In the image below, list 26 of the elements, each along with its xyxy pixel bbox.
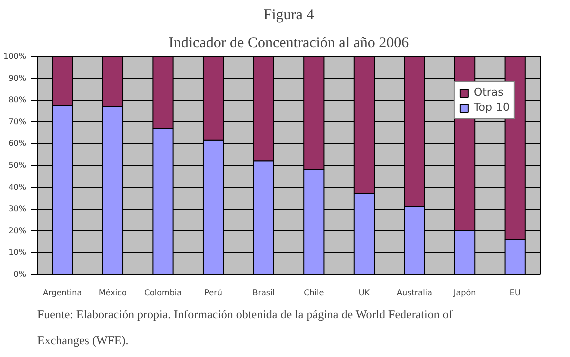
legend-label: Otras — [474, 86, 504, 99]
y-tick-label: 80% — [8, 96, 27, 105]
chart-subtitle: Indicador de Concentración al año 2006 — [168, 36, 410, 52]
y-tick-label: 70% — [8, 117, 27, 126]
x-tick-label: Chile — [304, 288, 324, 298]
x-tick-label: Japón — [452, 288, 476, 298]
y-tick-label: 40% — [8, 182, 27, 192]
chart-title: Figura 4 — [264, 8, 315, 24]
y-tick-label: 30% — [8, 204, 27, 214]
x-tick-label: Argentina — [43, 288, 82, 298]
x-tick-label: UK — [358, 288, 371, 298]
y-tick-label: 10% — [8, 248, 27, 258]
x-tick-label: Brasil — [252, 288, 275, 298]
y-tick-label: 60% — [8, 139, 27, 148]
x-tick-label: EU — [510, 288, 521, 298]
x-tick-label: Perú — [204, 288, 222, 298]
legend-label: Top 10 — [474, 101, 510, 114]
x-tick-label: Colombia — [144, 288, 182, 298]
y-tick-label: 50% — [8, 161, 27, 170]
y-tick-label: 100% — [4, 52, 27, 61]
y-tick-label: 90% — [8, 74, 27, 83]
x-tick-label: Australia — [397, 288, 433, 298]
source-note: Fuente: Elaboración propia. Información obtenida de la página de World Federation of Exchanges (WFE). — [38, 308, 453, 348]
y-tick-label: 0% — [14, 270, 27, 279]
x-tick-label: México — [98, 288, 128, 298]
y-tick-label: 20% — [8, 226, 27, 236]
